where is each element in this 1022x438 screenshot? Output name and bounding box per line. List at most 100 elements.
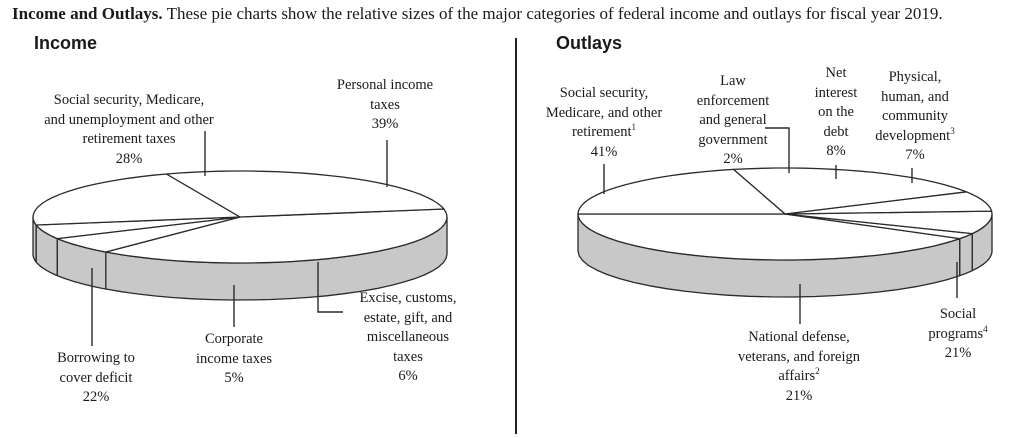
label-line: retirement taxes bbox=[44, 130, 214, 150]
label-line: income taxes bbox=[196, 350, 272, 370]
label-line: and general bbox=[697, 111, 769, 131]
panel-divider bbox=[515, 38, 517, 434]
label-line: 41% bbox=[546, 143, 662, 163]
social-programs-label: Social programs4 21% bbox=[928, 305, 987, 364]
label-text: development bbox=[875, 127, 951, 144]
label-text: Law bbox=[720, 73, 746, 89]
label-text: debt bbox=[823, 123, 849, 140]
label-line: miscellaneous bbox=[359, 328, 456, 348]
net-interest-on-the-debt-label: Net interest on the debt 8% bbox=[815, 64, 858, 162]
label-text: taxes bbox=[370, 96, 400, 113]
label-text: Excise, customs, bbox=[359, 290, 457, 306]
label-line: taxes bbox=[337, 96, 433, 116]
label-text: 6% bbox=[398, 368, 418, 384]
label-line: development3 bbox=[875, 125, 955, 147]
label-text: retirement taxes bbox=[82, 131, 176, 147]
label-line: 39% bbox=[337, 115, 433, 135]
figure-caption: Income and Outlays. These pie charts sho… bbox=[12, 4, 943, 24]
label-text: enforcement bbox=[696, 92, 770, 109]
label-text: 2% bbox=[723, 151, 743, 167]
label-text: Corporate bbox=[205, 331, 263, 347]
footnote-marker: 1 bbox=[631, 122, 637, 133]
label-line: 21% bbox=[928, 344, 987, 364]
caption-bold: Income and Outlays. bbox=[12, 4, 163, 23]
social-security-medicare-and-unemployment-and-other-retirement-taxes-label: Social security, Medicare, and unemployme… bbox=[44, 91, 214, 169]
social-security-medicare-and-unemployment-and-other-retirement-taxes-slice bbox=[165, 170, 445, 218]
caption-text: These pie charts show the relative sizes… bbox=[162, 4, 943, 23]
label-text: affairs bbox=[778, 368, 816, 384]
physical-human-and-community-development-slice bbox=[784, 191, 993, 215]
label-line: 5% bbox=[196, 369, 272, 389]
label-text: 39% bbox=[371, 116, 399, 132]
label-line: Corporate bbox=[196, 330, 272, 350]
social-security-medicare-and-other-retirement-label: Social security, Medicare, and other retir… bbox=[546, 84, 662, 162]
corporate-income-taxes-slice bbox=[35, 216, 241, 240]
net-interest-on-the-debt-slice bbox=[784, 210, 993, 235]
label-line: programs4 bbox=[928, 323, 988, 345]
footnote-marker: 4 bbox=[983, 323, 988, 334]
label-text: government bbox=[698, 131, 768, 148]
label-text: 21% bbox=[785, 387, 813, 404]
footnote-marker: 3 bbox=[950, 125, 955, 136]
label-text: retirement bbox=[571, 124, 632, 140]
label-text: Social bbox=[939, 306, 977, 322]
label-line: taxes bbox=[359, 348, 456, 368]
label-line: and unemployment and other bbox=[44, 111, 214, 131]
label-line: Personal income bbox=[337, 76, 433, 96]
label-line: veterans, and foreign bbox=[738, 348, 860, 368]
label-line: community bbox=[875, 107, 954, 127]
label-text: Borrowing to bbox=[57, 350, 135, 366]
label-line: Law bbox=[697, 72, 769, 92]
label-text: Physical, bbox=[888, 69, 942, 85]
label-text: Social security, Medicare, bbox=[53, 92, 205, 108]
label-text: and general bbox=[699, 112, 767, 128]
label-line: Social security, bbox=[546, 84, 662, 104]
label-line: 7% bbox=[875, 146, 954, 166]
label-text: 8% bbox=[826, 143, 846, 159]
outlays-pie bbox=[577, 127, 993, 324]
label-text: veterans, and foreign bbox=[738, 348, 860, 365]
label-line: 21% bbox=[738, 387, 860, 407]
national-defense-veterans-and-foreign-affairs-label: National defense, veterans, and foreign af… bbox=[738, 328, 860, 406]
label-line: Social bbox=[928, 305, 987, 325]
corporate-income-taxes-label: Corporate income taxes 5% bbox=[196, 330, 272, 389]
excise-customs-estate-gift-and-miscellaneous-taxes-leader bbox=[317, 262, 343, 313]
label-text: 22% bbox=[82, 389, 110, 405]
excise-customs-estate-gift-and-miscellaneous-taxes-label: Excise, customs, estate, gift, and miscell… bbox=[359, 289, 456, 387]
income-pie bbox=[32, 131, 448, 346]
label-line: 6% bbox=[359, 367, 456, 387]
label-text: Personal income bbox=[336, 77, 434, 93]
label-text: cover deficit bbox=[59, 369, 133, 386]
label-line: 28% bbox=[44, 150, 214, 170]
label-line: estate, gift, and bbox=[359, 309, 456, 329]
label-text: National defense, bbox=[748, 329, 850, 345]
borrowing-to-cover-deficit-label: Borrowing to cover deficit 22% bbox=[57, 349, 135, 408]
label-line: 22% bbox=[57, 388, 135, 408]
footnote-marker: 2 bbox=[815, 366, 820, 377]
label-text: human, and bbox=[881, 88, 949, 105]
label-line: interest bbox=[815, 84, 858, 104]
label-line: cover deficit bbox=[57, 369, 135, 389]
label-line: human, and bbox=[875, 88, 954, 108]
personal-income-taxes-slice bbox=[105, 208, 448, 264]
label-text: taxes bbox=[393, 348, 423, 365]
social-programs-slice bbox=[732, 167, 968, 215]
label-line: Excise, customs, bbox=[359, 289, 456, 309]
label-line: enforcement bbox=[697, 92, 769, 112]
label-text: community bbox=[881, 108, 949, 124]
label-line: Net bbox=[815, 64, 858, 84]
label-line: affairs2 bbox=[738, 367, 860, 387]
national-defense-veterans-and-foreign-affairs-slice bbox=[577, 168, 786, 215]
outlays-title: Outlays bbox=[556, 33, 623, 53]
label-text: 41% bbox=[590, 143, 618, 160]
label-line: 8% bbox=[815, 142, 858, 162]
excise-customs-estate-gift-and-miscellaneous-taxes-slice bbox=[56, 216, 241, 253]
law-enforcement-and-general-government-leader bbox=[765, 127, 790, 173]
label-text: 5% bbox=[224, 370, 244, 386]
physical-human-and-community-development-label: Physical, human, and community development3… bbox=[875, 68, 954, 166]
label-text: interest bbox=[814, 84, 858, 101]
label-line: Borrowing to bbox=[57, 349, 135, 369]
label-line: Social security, Medicare, bbox=[44, 91, 214, 111]
law-enforcement-and-general-government-side bbox=[959, 232, 973, 277]
